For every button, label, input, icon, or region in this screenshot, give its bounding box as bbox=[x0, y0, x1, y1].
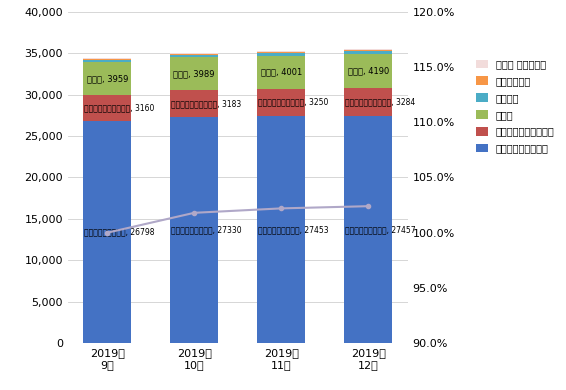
Text: カレコ, 4001: カレコ, 4001 bbox=[260, 68, 302, 77]
Legend: ホンダ エブリゴー, アース・カー, ガリテコ, カレコ, オリックスカーシェア, タイムズカーシェア: ホンダ エブリゴー, アース・カー, ガリテコ, カレコ, オリックスカーシェア… bbox=[474, 56, 558, 156]
Bar bbox=[83, 121, 131, 343]
Text: オリックスカーシェア, 3183: オリックスカーシェア, 3183 bbox=[171, 99, 242, 108]
Text: タイムズカーシェア, 27457: タイムズカーシェア, 27457 bbox=[345, 225, 416, 234]
Bar bbox=[83, 58, 131, 60]
Bar bbox=[344, 54, 392, 89]
Text: オリックスカーシェア, 3250: オリックスカーシェア, 3250 bbox=[258, 98, 328, 107]
Bar bbox=[170, 90, 218, 117]
Bar bbox=[258, 56, 305, 89]
Text: カレコ, 3989: カレコ, 3989 bbox=[174, 69, 215, 78]
Bar bbox=[170, 57, 218, 90]
Bar bbox=[170, 55, 218, 57]
Bar bbox=[258, 53, 305, 56]
Bar bbox=[344, 51, 392, 54]
Bar bbox=[258, 52, 305, 53]
Bar bbox=[344, 89, 392, 116]
Text: タイムズカーシェア, 27453: タイムズカーシェア, 27453 bbox=[258, 225, 329, 234]
Text: タイムズカーシェア, 26798: タイムズカーシェア, 26798 bbox=[84, 228, 155, 237]
Text: カレコ, 4190: カレコ, 4190 bbox=[348, 67, 389, 76]
Bar bbox=[344, 116, 392, 343]
Bar bbox=[170, 117, 218, 343]
Bar bbox=[83, 60, 131, 62]
Bar bbox=[344, 50, 392, 51]
Text: カレコ, 3959: カレコ, 3959 bbox=[87, 74, 128, 83]
Bar bbox=[170, 53, 218, 55]
Text: タイムズカーシェア, 27330: タイムズカーシェア, 27330 bbox=[171, 225, 242, 234]
Bar bbox=[258, 51, 305, 52]
Bar bbox=[258, 89, 305, 116]
Bar bbox=[83, 62, 131, 95]
Text: オリックスカーシェア, 3284: オリックスカーシェア, 3284 bbox=[345, 98, 415, 106]
Bar bbox=[258, 116, 305, 343]
Bar bbox=[83, 95, 131, 121]
Text: オリックスカーシェア, 3160: オリックスカーシェア, 3160 bbox=[84, 103, 155, 113]
